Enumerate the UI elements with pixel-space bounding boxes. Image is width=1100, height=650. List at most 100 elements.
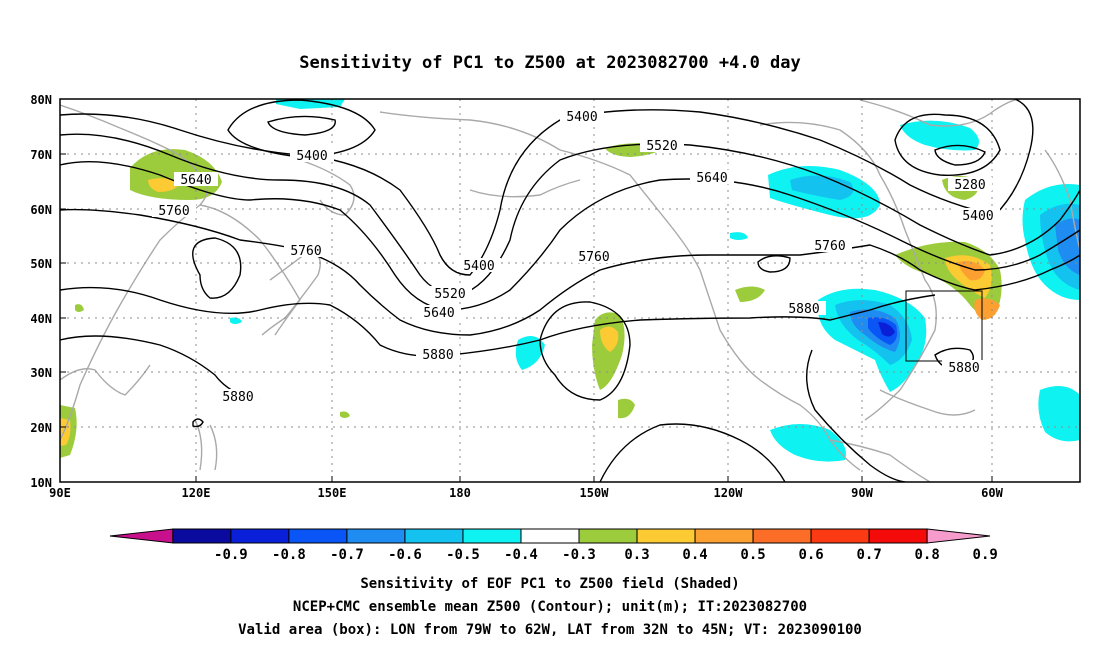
contour-label: 5760: [578, 250, 609, 265]
contour-small-loop: [192, 418, 204, 428]
contour-5520-line: [60, 133, 1080, 296]
contour-label: 5880: [788, 302, 819, 317]
contour-label: 5760: [814, 239, 845, 254]
lat-tick-label: 10N: [30, 476, 52, 490]
colorbar-segment: [752, 528, 812, 544]
contour-label: 5880: [948, 361, 979, 376]
colorbar-segment: [694, 528, 754, 544]
lon-tick-label: 90W: [851, 486, 873, 500]
colorbar-label: 0.6: [798, 547, 823, 563]
colorbar-label: 0.9: [973, 547, 998, 563]
colorbar-segment: [172, 528, 232, 544]
coastlines: [60, 99, 1080, 482]
contour-label: 5400: [296, 149, 327, 164]
contour-label: 5520: [434, 287, 465, 302]
colorbar-label: 0.3: [624, 547, 649, 563]
contour-label: 5640: [696, 171, 727, 186]
contour-label: 5640: [180, 173, 211, 188]
neg-region-greenland: [900, 120, 979, 151]
lon-tick-label: 120E: [182, 486, 211, 500]
colorbar-label: 0.4: [682, 547, 707, 563]
colorbar-label: 0.8: [914, 547, 939, 563]
contour-5280-greenland: [934, 144, 986, 166]
colorbar-segment: [810, 528, 870, 544]
latitude-labels: 80N 70N 60N 50N 40N 30N 20N 10N: [30, 93, 52, 490]
contour-5880-south: [60, 335, 906, 482]
lon-tick-label: 180: [449, 486, 471, 500]
footer-line-2: NCEP+CMC ensemble mean Z500 (Contour); u…: [293, 599, 807, 615]
colorbar-segment: [520, 528, 580, 544]
longitude-labels: 90E 120E 150E 180 150W 120W 90W 60W: [49, 486, 1003, 500]
neg-region-atlantic-sub: [1038, 386, 1080, 442]
lon-tick-label: 90E: [49, 486, 71, 500]
lat-tick-label: 20N: [30, 421, 52, 435]
lat-tick-label: 50N: [30, 257, 52, 271]
neg-region-small-1: [730, 232, 748, 240]
neg-region-us-east-deep: [878, 322, 895, 337]
lat-tick-label: 80N: [30, 93, 52, 107]
contour-label: 5760: [290, 244, 321, 259]
pos-region-manchuria-core: [148, 178, 180, 192]
colorbar-segment: [926, 528, 991, 544]
colorbar-segment: [346, 528, 406, 544]
contour-5760-line: [60, 208, 1080, 336]
colorbar-label: 0.7: [856, 547, 881, 563]
contour-label: 5640: [423, 306, 454, 321]
sensitivity-shading: [60, 99, 1080, 462]
colorbar: -0.9 -0.8 -0.7 -0.6 -0.5 -0.4 -0.3 0.3 0.4 0.5 0.6…: [109, 528, 998, 563]
lat-tick-label: 30N: [30, 366, 52, 380]
contour-label: 5520: [646, 139, 677, 154]
contour-5760-loop-rockies: [757, 255, 791, 273]
colorbar-segment: [462, 528, 522, 544]
colorbar-segment: [404, 528, 464, 544]
lat-tick-label: 70N: [30, 148, 52, 162]
pos-region-small-1: [75, 304, 84, 312]
pos-region-newfoundland-core: [958, 261, 985, 281]
pos-region-newfoundland-south: [974, 298, 1000, 320]
footer-line-3: Valid area (box): LON from 79W to 62W, L…: [238, 622, 862, 638]
pos-region-hawaii: [618, 398, 635, 419]
contour-label-layer: 5400 5400 5520 5640 5640 5760 5760 5400 …: [152, 109, 1000, 405]
lat-tick-label: 40N: [30, 312, 52, 326]
pos-region-pacific-mid-core: [600, 326, 619, 352]
map-area: [60, 99, 1080, 482]
contour-label: 5400: [566, 110, 597, 125]
contour-label: 5400: [463, 259, 494, 274]
contour-label: 5880: [422, 348, 453, 363]
contour-5640-line: [60, 160, 1080, 311]
neg-region-small-2: [230, 317, 242, 324]
contour-label: 5880: [222, 390, 253, 405]
colorbar-label: -0.8: [272, 547, 306, 563]
map-frame: [59, 98, 1081, 483]
colorbar-label: -0.4: [504, 547, 538, 563]
neg-region-arctic-150e: [276, 99, 345, 109]
colorbar-segment: [868, 528, 928, 544]
colorbar-segment: [636, 528, 696, 544]
grid-lines: [60, 99, 1080, 482]
colorbar-label: -0.5: [446, 547, 480, 563]
colorbar-segment: [230, 528, 290, 544]
colorbar-segment: [288, 528, 348, 544]
colorbar-label: -0.7: [330, 547, 364, 563]
colorbar-label: -0.3: [562, 547, 596, 563]
contour-5760-loop-west: [192, 237, 242, 299]
contour-label: 5280: [954, 178, 985, 193]
colorbar-label: -0.9: [214, 547, 248, 563]
lat-tick-label: 60N: [30, 203, 52, 217]
colorbar-segment: [109, 528, 174, 544]
map-title: Sensitivity of PC1 to Z500 at 2023082700…: [299, 53, 801, 73]
pos-region-small-2: [340, 411, 350, 418]
contour-5880-loop-pacific: [539, 301, 631, 401]
colorbar-label: 0.5: [740, 547, 765, 563]
pos-region-westedge-core: [60, 418, 71, 446]
contour-5880-gulf-loop: [599, 423, 786, 482]
colorbar-label: -0.6: [388, 547, 422, 563]
colorbar-segment: [578, 528, 638, 544]
lon-tick-label: 150E: [318, 486, 347, 500]
contour-label: 5400: [962, 209, 993, 224]
neg-region-atlantic-east-core: [1055, 218, 1080, 275]
pos-region-rockies: [735, 286, 765, 302]
contour-5400-greenland: [894, 113, 1001, 176]
contour-label: 5760: [158, 204, 189, 219]
